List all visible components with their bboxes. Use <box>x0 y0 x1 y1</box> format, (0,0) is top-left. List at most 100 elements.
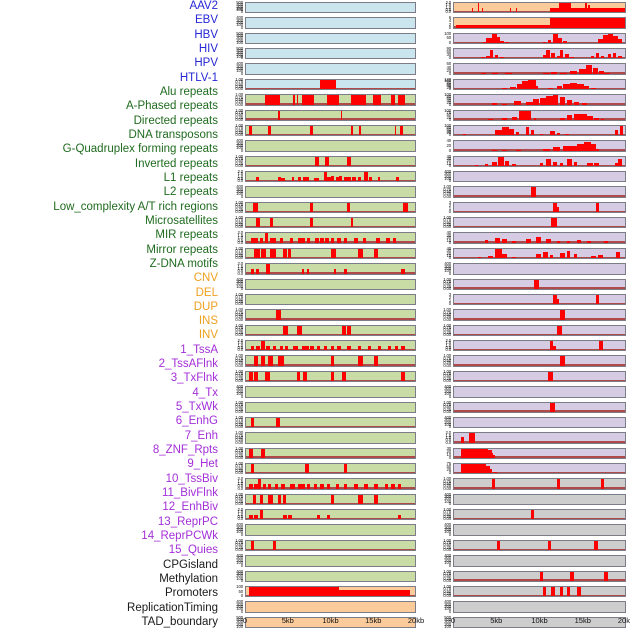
y-axis-ticks: 400 300 200 100 0 <box>222 15 244 30</box>
y-tick-label: 20 <box>446 99 452 105</box>
y-tick-label: 40 <box>446 153 452 159</box>
y-tick-label: 400 <box>236 47 243 53</box>
signal-bar <box>254 484 258 489</box>
y-tick-label: 0.00 <box>443 193 451 199</box>
signal-bar <box>462 134 466 136</box>
track-row: 1.00 0.75 0.50 0.25 0.00 <box>222 369 418 384</box>
y-tick-label: 10 <box>446 451 452 457</box>
signal-bar <box>330 371 334 382</box>
y-axis-ticks: 1.00 0.75 0.50 0.25 0.00 <box>430 568 452 584</box>
y-tick-label: 30 <box>446 247 452 253</box>
signal-bar <box>342 371 346 382</box>
track-row: 1.00 0.75 0.50 0.25 0.00 <box>222 215 418 230</box>
signal-bar <box>327 95 339 105</box>
track-plot <box>245 278 416 290</box>
signal-bar <box>516 7 518 13</box>
y-tick-label: 1.00 <box>235 537 243 543</box>
track-row: 1.00 0.75 0.50 0.25 0.00 <box>222 107 418 123</box>
signal-bar <box>505 42 509 44</box>
signal-bar <box>305 464 309 474</box>
signal-bar <box>496 37 501 44</box>
track-plot <box>453 555 626 567</box>
y-axis-ticks: 1.00 0.75 0.50 0.25 0.00 <box>222 492 244 507</box>
baseline <box>454 364 625 366</box>
y-tick-label: 500 <box>236 45 243 51</box>
y-tick-label: 0 <box>448 147 451 153</box>
track-label-hpv: HPV <box>194 57 218 70</box>
x-tick-label: 10kb <box>531 616 548 625</box>
y-tick-label: 0.5 <box>237 513 243 519</box>
y-tick-label: 0 <box>448 562 451 568</box>
y-tick-label: 2.0 <box>237 337 243 343</box>
signal-bar <box>501 149 507 151</box>
y-tick-label: 0.50 <box>443 511 451 517</box>
y-axis-ticks: 400 300 200 100 0 <box>222 568 244 584</box>
y-tick-label: 1.00 <box>443 322 451 328</box>
signal-bar <box>501 254 507 259</box>
track-label-hbv: HBV <box>194 28 218 41</box>
signal-bar <box>267 356 274 366</box>
track-plot <box>245 493 416 506</box>
y-tick-label: 0.75 <box>235 432 243 438</box>
signal-bar <box>386 238 390 243</box>
y-tick-label: 400 <box>444 491 451 497</box>
track-row: 500 400 300 200 100 <box>430 614 628 630</box>
y-tick-label: 1.00 <box>235 76 243 82</box>
signal-bar <box>298 176 301 182</box>
track-plot <box>453 447 626 459</box>
y-tick-label: 300 <box>236 524 243 530</box>
signal-bar <box>301 95 314 105</box>
baseline <box>454 441 625 443</box>
y-tick-label: 100 <box>444 559 451 565</box>
signal-bar <box>582 103 588 105</box>
y-tick-label: 200 <box>236 5 243 11</box>
y-tick-label: 200 <box>444 419 451 425</box>
signal-bar <box>264 371 270 382</box>
track-plot <box>245 171 416 183</box>
y-axis-ticks: 400 300 200 100 0 <box>222 61 244 76</box>
y-tick-label: 0 <box>448 608 451 614</box>
y-tick-label: 1.5 <box>237 263 243 269</box>
y-axis-ticks: 1.00 0.75 0.50 0.25 0.00 <box>222 430 244 445</box>
signal-bar <box>560 50 564 59</box>
y-tick-label: 200 <box>236 188 243 194</box>
y-tick-label: 0.75 <box>443 509 451 515</box>
signal-bar <box>293 95 295 105</box>
y-tick-label: 1.00 <box>235 491 243 497</box>
y-tick-label: 0.25 <box>235 129 243 135</box>
y-tick-label: 1.00 <box>443 184 451 190</box>
y-tick-label: 1.0 <box>237 265 243 271</box>
y-tick-label: 300 <box>236 555 243 561</box>
y-tick-label: 0.5 <box>237 483 243 489</box>
signal-bar <box>546 96 554 105</box>
signal-bar <box>327 484 331 489</box>
y-tick-label: 0.0 <box>237 270 243 276</box>
signal-bar <box>542 586 547 597</box>
y-tick-label: 100 <box>444 30 451 36</box>
signal-bar <box>396 176 399 182</box>
y-tick-label: 0 <box>240 531 243 537</box>
y-tick-label: 100 <box>444 268 451 274</box>
signal-bar <box>594 117 600 120</box>
y-axis-ticks: 1.00 0.75 0.50 0.25 0.00 <box>430 538 452 553</box>
signal-bar <box>279 238 284 243</box>
y-tick-label: 0 <box>448 424 451 430</box>
y-tick-label: 0.0 <box>237 178 243 184</box>
y-tick-label: 0.75 <box>235 463 243 469</box>
track-row: 400 300 200 100 0 <box>430 169 628 184</box>
y-tick-label: 300 <box>236 186 243 192</box>
signal-bar <box>256 176 259 182</box>
signal-bar <box>522 80 528 90</box>
y-axis-ticks: 75 50 25 0 <box>430 461 452 476</box>
track-row: 40 20 0 <box>430 138 628 153</box>
y-tick-label: 3 <box>448 199 451 205</box>
signal-bar <box>262 484 267 489</box>
y-tick-label: 1.00 <box>443 276 451 282</box>
signal-bar <box>536 85 538 90</box>
baseline <box>454 410 625 412</box>
y-axis-ticks: 2.0 1.5 1.0 0.5 0.0 <box>222 230 244 245</box>
y-axis-ticks: 30 20 10 0 <box>430 445 452 461</box>
track-plot <box>453 340 626 352</box>
y-axis-ticks: 1.00 0.75 0.50 0.25 0.00 <box>222 445 244 461</box>
